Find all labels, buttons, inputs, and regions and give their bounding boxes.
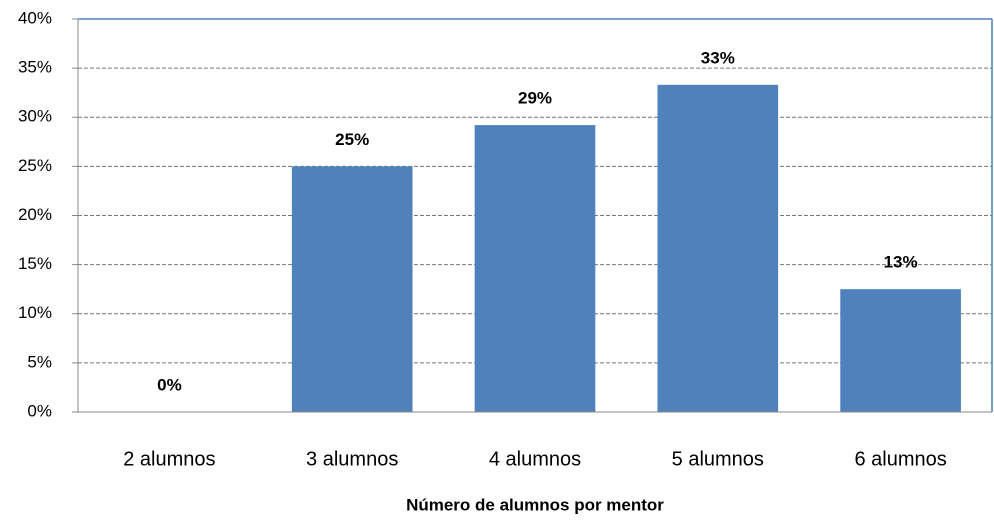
bar	[474, 125, 596, 413]
x-tick-label: 4 alumnos	[489, 448, 581, 470]
bar	[840, 289, 961, 412]
y-tick-label: 0%	[27, 401, 52, 420]
data-label: 29%	[518, 89, 552, 108]
data-label: 0%	[157, 375, 182, 394]
x-axis-title: Número de alumnos por mentor	[406, 495, 664, 514]
bar	[291, 166, 413, 412]
y-tick-label: 40%	[18, 8, 52, 27]
x-tick-label: 5 alumnos	[672, 448, 764, 470]
x-tick-label: 6 alumnos	[854, 448, 946, 470]
y-tick-label: 20%	[18, 205, 52, 224]
x-tick-label: 3 alumnos	[306, 448, 398, 470]
x-tick-label: 2 alumnos	[123, 448, 215, 470]
y-tick-label: 10%	[18, 303, 52, 322]
y-tick-label: 25%	[18, 156, 52, 175]
y-tick-label: 35%	[18, 58, 52, 77]
y-tick-label: 30%	[18, 107, 52, 126]
data-label: 25%	[335, 130, 369, 149]
bar	[657, 84, 779, 412]
y-tick-label: 15%	[18, 254, 52, 273]
y-tick-label: 5%	[27, 352, 52, 371]
data-label: 13%	[884, 253, 918, 272]
data-label: 33%	[701, 48, 735, 67]
